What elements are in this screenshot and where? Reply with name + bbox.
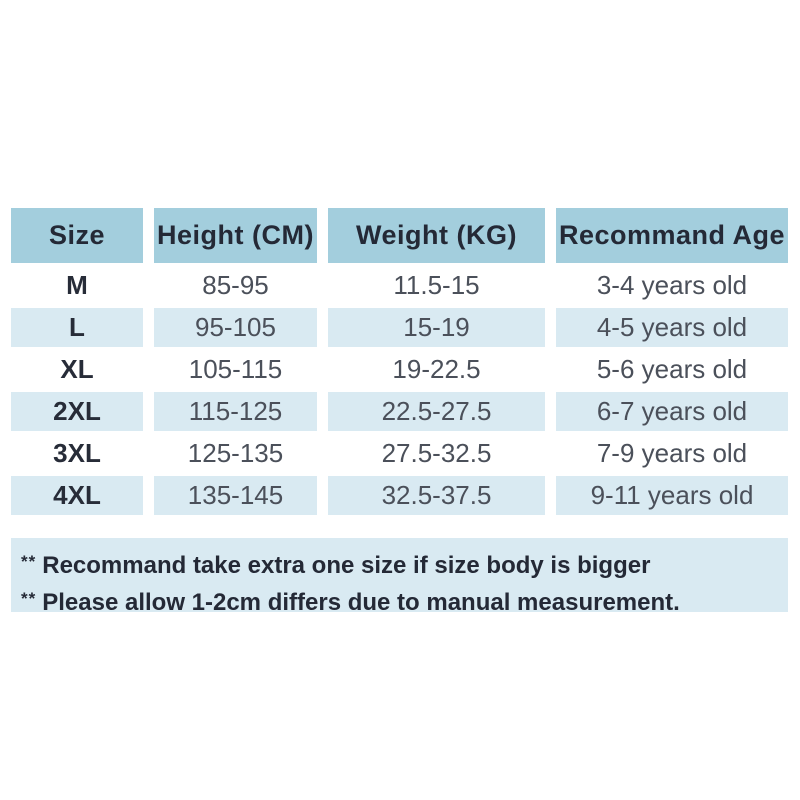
table-row: 4XL 135-145 32.5-37.5 9-11 years old xyxy=(11,473,788,515)
note-text: Recommand take extra one size if size bo… xyxy=(42,552,651,579)
table-row: 2XL 115-125 22.5-27.5 6-7 years old xyxy=(11,389,788,431)
size-chart-table: Size Height (CM) Weight (KG) Recommand A… xyxy=(11,208,788,515)
height-value: 125-135 xyxy=(143,431,317,473)
age-value: 4-5 years old xyxy=(545,305,788,347)
weight-value: 15-19 xyxy=(317,305,545,347)
height-value: 115-125 xyxy=(143,389,317,431)
size-value: 4XL xyxy=(11,473,143,515)
weight-value: 27.5-32.5 xyxy=(317,431,545,473)
size-value: 3XL xyxy=(11,431,143,473)
size-value: L xyxy=(11,305,143,347)
size-value: XL xyxy=(11,347,143,389)
note-asterisks: ** xyxy=(21,589,37,608)
table-row: XL 105-115 19-22.5 5-6 years old xyxy=(11,347,788,389)
age-value: 7-9 years old xyxy=(545,431,788,473)
column-header-height: Height (CM) xyxy=(143,208,317,263)
age-value: 6-7 years old xyxy=(545,389,788,431)
table-row: M 85-95 11.5-15 3-4 years old xyxy=(11,263,788,305)
height-value: 95-105 xyxy=(143,305,317,347)
height-value: 105-115 xyxy=(143,347,317,389)
weight-value: 19-22.5 xyxy=(317,347,545,389)
table-row: L 95-105 15-19 4-5 years old xyxy=(11,305,788,347)
age-value: 9-11 years old xyxy=(545,473,788,515)
note-text: Please allow 1-2cm differs due to manual… xyxy=(42,589,680,616)
note-line: ** Recommand take extra one size if size … xyxy=(21,545,788,582)
age-value: 3-4 years old xyxy=(545,263,788,305)
column-header-weight: Weight (KG) xyxy=(317,208,545,263)
age-value: 5-6 years old xyxy=(545,347,788,389)
weight-value: 11.5-15 xyxy=(317,263,545,305)
size-value: M xyxy=(11,263,143,305)
column-header-age: Recommand Age xyxy=(545,208,788,263)
table-header-row: Size Height (CM) Weight (KG) Recommand A… xyxy=(11,208,788,263)
size-value: 2XL xyxy=(11,389,143,431)
table-row: 3XL 125-135 27.5-32.5 7-9 years old xyxy=(11,431,788,473)
height-value: 85-95 xyxy=(143,263,317,305)
column-header-size: Size xyxy=(11,208,143,263)
weight-value: 32.5-37.5 xyxy=(317,473,545,515)
height-value: 135-145 xyxy=(143,473,317,515)
weight-value: 22.5-27.5 xyxy=(317,389,545,431)
note-line: ** Please allow 1-2cm differs due to manu… xyxy=(21,582,788,619)
note-asterisks: ** xyxy=(21,552,37,571)
notes-panel: ** Recommand take extra one size if size … xyxy=(11,538,788,616)
